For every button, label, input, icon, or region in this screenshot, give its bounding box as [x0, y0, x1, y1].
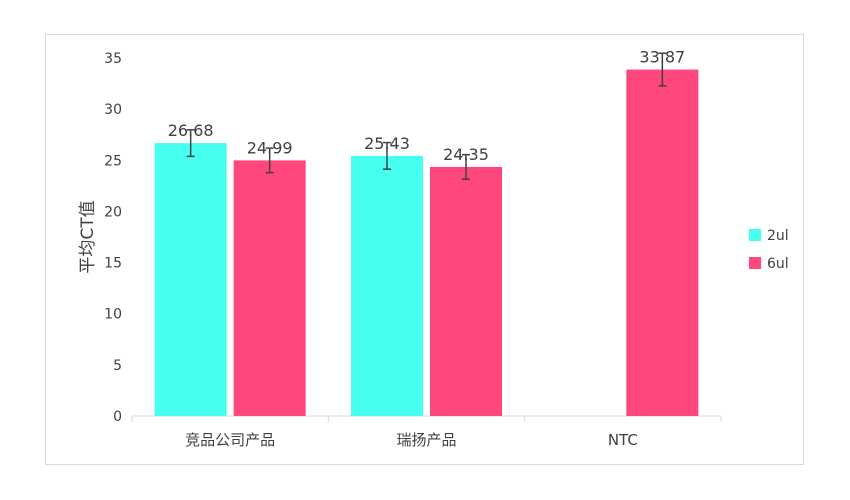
data-label: 24.35	[443, 145, 489, 164]
legend-item: 2ul	[749, 228, 789, 244]
legend-label: 2ul	[767, 228, 789, 244]
y-tick-label: 30	[104, 102, 122, 118]
legend-label: 6ul	[767, 256, 789, 272]
data-label: 25.43	[364, 134, 410, 153]
error-bars-group	[186, 52, 667, 180]
bar-6ul-1	[430, 166, 502, 416]
data-label: 24.99	[247, 138, 293, 157]
x-axis-tick-marks	[131, 416, 722, 422]
category-labels: 竞品公司产品 瑞扬产品 NTC	[185, 431, 638, 449]
legend-swatch	[749, 229, 761, 241]
bar-2ul-0	[154, 143, 227, 416]
x-category-label: 竞品公司产品	[185, 431, 275, 449]
error-bar	[265, 147, 274, 174]
legend-swatch	[749, 257, 761, 269]
y-axis-ticks: 0 5 10 15 20 25 30 35	[104, 51, 122, 425]
x-category-label: 瑞扬产品	[396, 431, 456, 449]
data-label: 26.68	[168, 121, 214, 140]
error-bar	[462, 153, 470, 180]
legend-item: 6ul	[749, 256, 789, 272]
y-tick-label: 15	[104, 256, 122, 272]
bar-6ul-0	[233, 160, 306, 416]
y-tick-label: 5	[113, 358, 122, 374]
legend: 2ul 6ul	[749, 228, 789, 272]
y-tick-label: 10	[104, 307, 122, 323]
y-tick-label: 35	[104, 51, 122, 67]
x-category-label: NTC	[608, 431, 638, 449]
data-labels-group: 26.68 25.43 24.99 24.35 33.87	[168, 48, 685, 164]
chart-frame: 0 5 10 15 20 25 30 35 26.68 25.43 24.99 24.35 33.87…	[45, 34, 804, 465]
data-label: 33.87	[639, 48, 685, 67]
bar-2ul-1	[351, 155, 423, 416]
y-axis-title: 平均CT值	[78, 200, 98, 273]
error-bar	[186, 129, 195, 158]
error-bar	[658, 52, 667, 87]
bar-6ul-2	[626, 69, 699, 416]
bars-group	[154, 69, 699, 416]
bar-chart: 0 5 10 15 20 25 30 35 26.68 25.43 24.99 24.35 33.87…	[78, 48, 789, 449]
y-tick-label: 25	[104, 153, 122, 169]
y-tick-label: 0	[113, 409, 122, 425]
y-tick-label: 20	[104, 204, 122, 220]
error-bar	[383, 141, 391, 170]
